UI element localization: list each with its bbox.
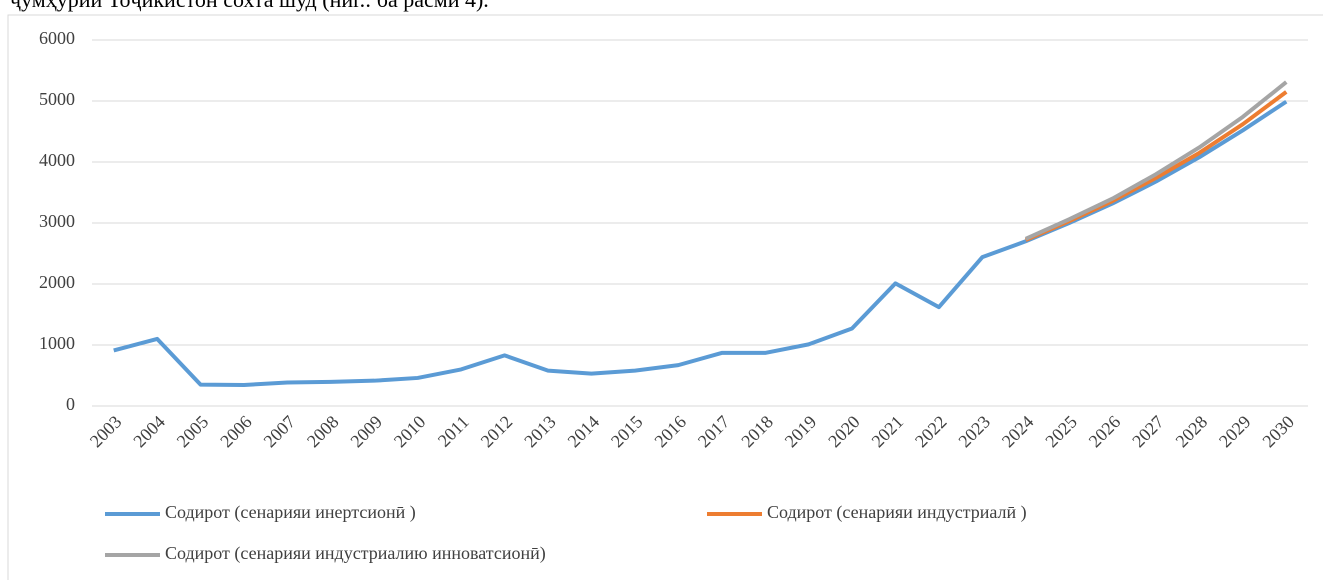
x-tick-label: 2025: [1041, 412, 1081, 452]
x-tick-label: 2029: [1215, 412, 1255, 452]
caption: ҷумҳурии Тоҷикистон сохта шуд (ниг.: ба …: [10, 0, 489, 12]
x-tick-label: 2013: [520, 412, 560, 452]
x-tick-label: 2026: [1085, 412, 1125, 452]
legend-label: Содирот (сенарияи индустриалӣ ): [767, 502, 1027, 523]
x-tick-label: 2016: [650, 412, 690, 452]
x-tick-label: 2004: [129, 412, 169, 452]
x-tick-label: 2012: [477, 412, 517, 452]
x-tick-label: 2021: [868, 412, 908, 452]
x-tick-label: 2014: [564, 412, 604, 452]
legend-label: Содирот (сенарияи инертсионӣ ): [165, 502, 416, 523]
x-tick-label: 2005: [173, 412, 213, 452]
x-tick-label: 2027: [1128, 412, 1168, 452]
y-tick-label: 5000: [39, 89, 75, 109]
chart-border: [7, 14, 1323, 580]
x-tick-label: 2030: [1258, 412, 1298, 452]
x-tick-label: 2011: [434, 412, 473, 451]
x-tick-label: 2003: [86, 412, 126, 452]
x-tick-label: 2028: [1172, 412, 1212, 452]
y-tick-label: 6000: [39, 28, 75, 48]
x-tick-label: 2017: [694, 412, 734, 452]
x-tick-label: 2020: [824, 412, 864, 452]
y-tick-label: 1000: [39, 333, 75, 353]
x-tick-label: 2018: [737, 412, 777, 452]
x-tick-label: 2008: [303, 412, 343, 452]
x-tick-label: 2015: [607, 412, 647, 452]
legend-label: Содирот (сенарияи индустриалию инноватси…: [165, 543, 546, 564]
y-tick-label: 2000: [39, 272, 75, 292]
series-line: [1024, 80, 1288, 241]
x-tick-label: 2009: [346, 412, 386, 452]
x-tick-label: 2022: [911, 412, 951, 452]
y-tick-label: 0: [66, 394, 75, 414]
x-tick-label: 2024: [998, 412, 1038, 452]
x-tick-label: 2006: [216, 412, 256, 452]
x-tick-label: 2019: [781, 412, 821, 452]
x-tick-label: 2010: [390, 412, 430, 452]
y-tick-label: 4000: [39, 150, 75, 170]
series-line: [113, 99, 1288, 387]
x-tick-label: 2007: [260, 412, 300, 452]
x-tick-label: 2023: [954, 412, 994, 452]
y-tick-label: 3000: [39, 211, 75, 231]
